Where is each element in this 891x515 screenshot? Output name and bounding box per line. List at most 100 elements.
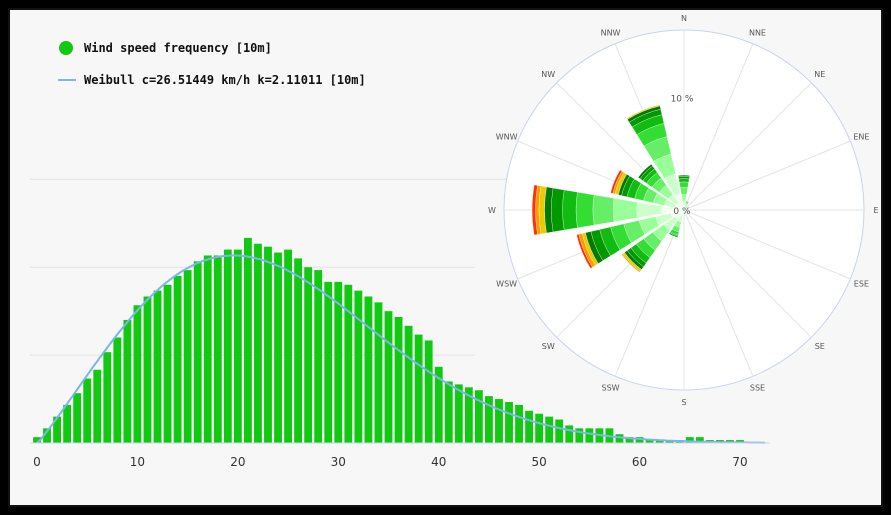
histogram-bar[interactable]	[103, 352, 112, 443]
histogram-bar[interactable]	[33, 437, 41, 443]
rose-segment-nw[interactable]	[638, 164, 653, 179]
histogram-bar[interactable]	[314, 270, 323, 443]
x-tick-label: 10	[130, 455, 145, 469]
histogram-bar[interactable]	[424, 340, 433, 443]
direction-label-se: SE	[815, 342, 825, 351]
histogram-bar[interactable]	[173, 275, 182, 443]
histogram-bar[interactable]	[454, 384, 463, 443]
rose-segment-n[interactable]	[678, 178, 690, 183]
histogram-bar[interactable]	[474, 390, 483, 443]
histogram-bar[interactable]	[545, 416, 554, 443]
histogram-bar[interactable]	[394, 317, 403, 443]
rose-segment-s[interactable]	[683, 213, 685, 215]
rose-segment-nne[interactable]	[685, 201, 689, 204]
histogram-bar[interactable]	[143, 296, 152, 444]
histogram-bar[interactable]	[334, 281, 343, 443]
legend: Wind speed frequency [10m] Weibull c=26.…	[58, 41, 366, 87]
histogram-bar[interactable]	[73, 393, 82, 443]
rose-segment-n[interactable]	[678, 174, 690, 177]
histogram-bar[interactable]	[123, 319, 132, 443]
histogram-bar[interactable]	[63, 404, 72, 443]
histogram-bar[interactable]	[615, 434, 624, 443]
histogram-bar[interactable]	[113, 337, 122, 443]
direction-label-ese: ESE	[854, 279, 869, 288]
histogram-bar[interactable]	[535, 413, 544, 443]
histogram-bar[interactable]	[264, 246, 272, 443]
histogram-bar[interactable]	[213, 255, 222, 443]
legend-item-wind-speed[interactable]: Wind speed frequency [10m]	[59, 41, 272, 55]
x-tick-label: 70	[732, 455, 747, 469]
histogram-bar[interactable]	[495, 399, 503, 443]
rose-segment-ne[interactable]	[685, 206, 688, 209]
histogram-bar[interactable]	[434, 366, 443, 443]
direction-label-sw: SW	[542, 342, 555, 351]
histogram-bar[interactable]	[464, 387, 473, 443]
direction-label-nne: NNE	[749, 29, 766, 38]
histogram-bar[interactable]	[153, 290, 162, 443]
histogram-bar[interactable]	[324, 281, 333, 443]
rose-segment-wsw[interactable]	[576, 234, 593, 269]
legend-label-wind-speed: Wind speed frequency [10m]	[84, 41, 272, 55]
histogram-bar[interactable]	[515, 404, 523, 443]
histogram-bar[interactable]	[695, 437, 704, 443]
rose-segment-w[interactable]	[532, 184, 538, 236]
histogram-bar[interactable]	[43, 428, 51, 443]
histogram-bar[interactable]	[223, 249, 232, 443]
rose-segment-w[interactable]	[562, 189, 578, 231]
rose-segment-w[interactable]	[592, 194, 615, 226]
histogram-bar[interactable]	[625, 437, 634, 443]
histogram-bar[interactable]	[163, 284, 172, 443]
histogram-bar[interactable]	[284, 249, 292, 443]
direction-label-ssw: SSW	[601, 383, 619, 392]
histogram-bar[interactable]	[485, 396, 493, 443]
histogram-bar[interactable]	[374, 302, 383, 443]
histogram-bar[interactable]	[645, 440, 654, 443]
x-tick-label: 60	[632, 455, 647, 469]
direction-label-e: E	[873, 206, 878, 215]
histogram-bar[interactable]	[364, 296, 373, 444]
rose-segment-nnw[interactable]	[626, 104, 661, 120]
histogram-bar[interactable]	[254, 243, 262, 443]
rose-segment-ene[interactable]	[684, 208, 687, 210]
histogram-bar[interactable]	[635, 437, 644, 443]
rose-segment-wnw[interactable]	[610, 169, 623, 194]
rose-segment-n[interactable]	[680, 187, 688, 195]
histogram-bar[interactable]	[274, 252, 282, 443]
legend-item-weibull[interactable]: Weibull c=26.51449 km/h k=2.11011 [10m]	[58, 73, 366, 87]
histogram-bar[interactable]	[183, 270, 192, 443]
histogram-bar[interactable]	[233, 249, 242, 443]
rose-spoke	[614, 209, 685, 377]
histogram-bar[interactable]	[404, 325, 413, 443]
rose-segment-n[interactable]	[679, 181, 689, 188]
histogram-bar[interactable]	[83, 378, 92, 443]
histogram-bar[interactable]	[294, 258, 303, 443]
histogram-bar[interactable]	[133, 305, 142, 443]
histogram-bar[interactable]	[304, 267, 313, 443]
histogram-bar[interactable]	[354, 290, 363, 443]
histogram-bar[interactable]	[384, 311, 393, 443]
histogram-bar[interactable]	[243, 237, 252, 443]
histogram-bar[interactable]	[685, 437, 694, 443]
rose-spoke	[683, 82, 812, 211]
histogram-bar[interactable]	[444, 381, 453, 443]
histogram-bar[interactable]	[193, 261, 202, 443]
rose-segment-w[interactable]	[551, 187, 565, 233]
rose-segment-w[interactable]	[612, 198, 638, 222]
histogram-bar[interactable]	[344, 284, 353, 443]
histogram-bar[interactable]	[655, 440, 664, 443]
rose-spoke	[683, 140, 851, 211]
rose-segment-w[interactable]	[575, 191, 595, 229]
histogram-bar[interactable]	[575, 428, 584, 443]
histogram-bar[interactable]	[53, 416, 62, 443]
histogram-bar[interactable]	[203, 255, 212, 443]
rose-segment-n[interactable]	[678, 176, 690, 180]
histogram-bar[interactable]	[505, 401, 513, 443]
histogram-bar[interactable]	[565, 425, 574, 443]
rose-segment-sw[interactable]	[621, 253, 641, 273]
rose-segment-ssw[interactable]	[668, 232, 679, 238]
histogram-bar[interactable]	[414, 334, 423, 443]
histogram-bar[interactable]	[585, 428, 594, 443]
histogram-bar[interactable]	[93, 369, 102, 443]
histogram-bar[interactable]	[525, 410, 534, 443]
histogram-bar[interactable]	[555, 419, 564, 443]
